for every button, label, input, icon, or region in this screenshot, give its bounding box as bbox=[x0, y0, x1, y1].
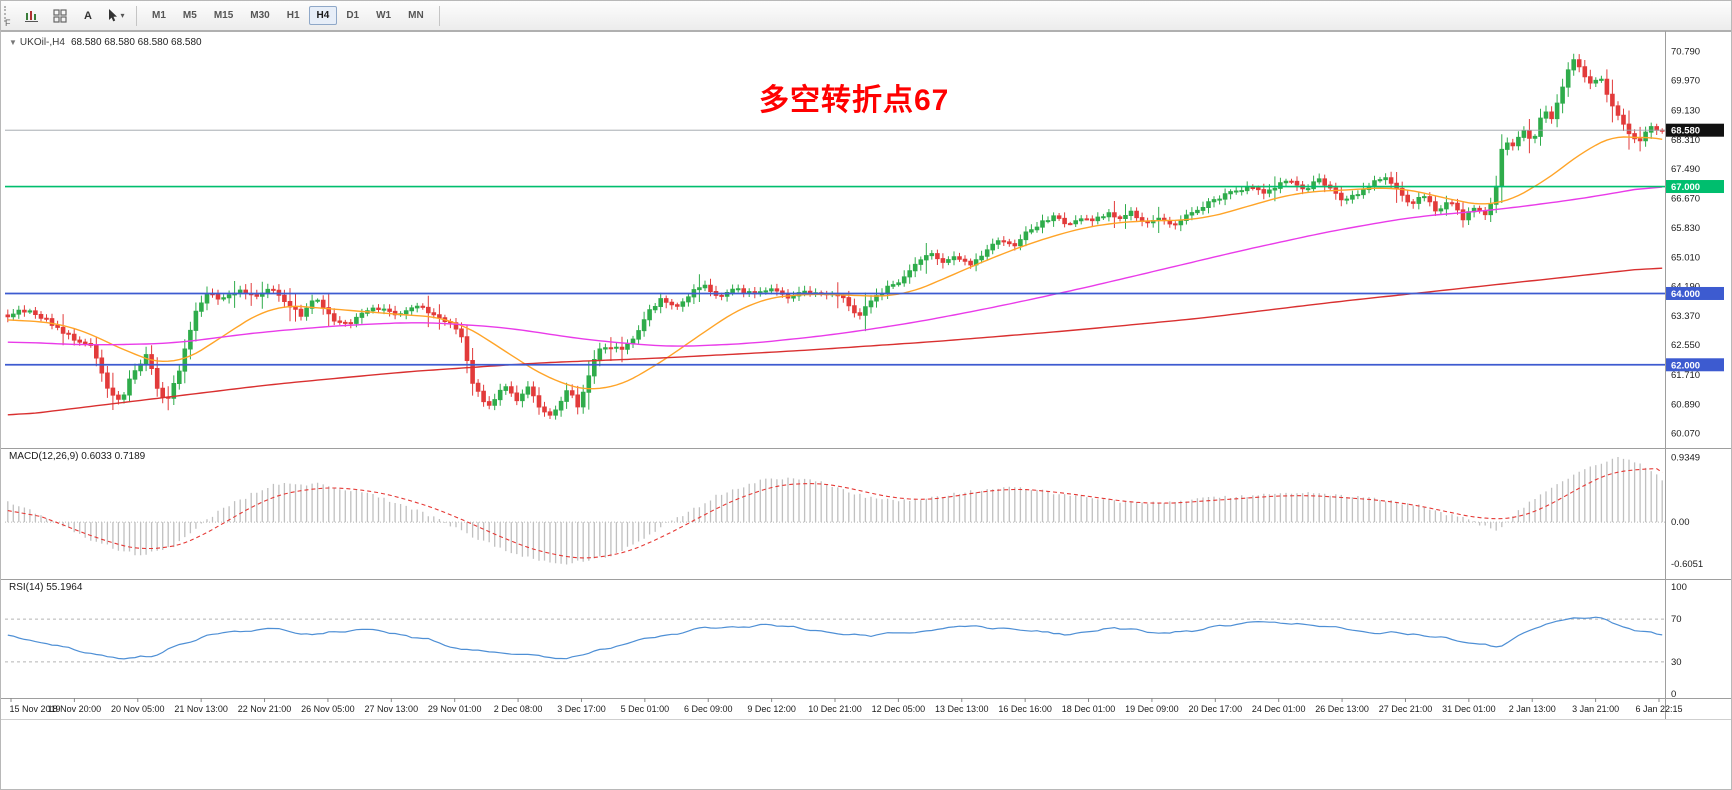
time-tick-label: 5 Dec 01:00 bbox=[621, 704, 670, 714]
symbol-header: ▼ UKOil-,H4 68.580 68.580 68.580 68.580 bbox=[9, 37, 202, 48]
time-tick-label: 20 Nov 05:00 bbox=[111, 704, 165, 714]
price-tick-label: 60.890 bbox=[1671, 399, 1700, 410]
time-tick-label: 12 Dec 05:00 bbox=[872, 704, 926, 714]
toolbar-separator bbox=[136, 5, 137, 26]
chart-annotation-text: 多空转折点67 bbox=[759, 84, 950, 117]
time-tick-label: 2 Jan 13:00 bbox=[1509, 704, 1556, 714]
timeframe-group: M1 M5 M15 M30 H1 H4 D1 W1 MN bbox=[144, 6, 432, 25]
cursor-tool-button[interactable]: ▾ bbox=[103, 4, 129, 28]
macd-panel-title: MACD(12,26,9) 0.6033 0.7189 bbox=[9, 451, 146, 462]
price-tick-label: 65.010 bbox=[1671, 252, 1700, 263]
time-tick-label: 13 Dec 13:00 bbox=[935, 704, 989, 714]
fast-ma-line[interactable] bbox=[7, 136, 1663, 390]
timeframe-button-mn[interactable]: MN bbox=[408, 10, 424, 21]
symbol-quotes: 68.580 68.580 68.580 68.580 bbox=[70, 37, 202, 48]
time-tick-label: 22 Nov 21:00 bbox=[238, 704, 292, 714]
time-tick-label: 18 Dec 01:00 bbox=[1062, 704, 1116, 714]
timeframe-button-m30[interactable]: M30 bbox=[250, 10, 270, 21]
macd-axis-label: -0.6051 bbox=[1671, 559, 1703, 570]
price-badge bbox=[1666, 286, 1724, 300]
time-tick-label: 9 Dec 12:00 bbox=[747, 704, 796, 714]
text-tool-label: A bbox=[84, 9, 92, 22]
toolbar-separator bbox=[438, 5, 440, 26]
price-badge bbox=[1666, 180, 1724, 194]
time-tick-label: 18 Nov 20:00 bbox=[48, 704, 102, 714]
rsi-axis-label: 30 bbox=[1671, 657, 1682, 668]
time-tick-label: 29 Nov 01:00 bbox=[428, 704, 482, 714]
time-tick-label: 10 Dec 21:00 bbox=[808, 704, 862, 714]
collapse-icon[interactable]: ▼ bbox=[9, 38, 17, 47]
time-tick-label: 15 Nov 2019 bbox=[9, 704, 60, 714]
macd-axis-label: 0.9349 bbox=[1671, 452, 1700, 463]
rsi-axis-label: 100 bbox=[1671, 582, 1687, 593]
price-tick-label: 62.550 bbox=[1671, 340, 1700, 351]
time-tick-label: 16 Dec 16:00 bbox=[998, 704, 1052, 714]
price-tick-label: 68.310 bbox=[1671, 135, 1700, 146]
price-tick-label: 67.490 bbox=[1671, 164, 1700, 175]
price-tick-label: 69.970 bbox=[1671, 76, 1700, 87]
timeframe-button-m5[interactable]: M5 bbox=[182, 10, 197, 21]
price-tick-label: 65.830 bbox=[1671, 223, 1700, 234]
timeframe-button-w1[interactable]: W1 bbox=[376, 10, 392, 21]
timeframe-button-m15[interactable]: M15 bbox=[213, 10, 234, 21]
price-badge-label: 62.000 bbox=[1671, 360, 1700, 371]
rsi-line[interactable] bbox=[7, 616, 1663, 660]
timeframe-button-h1[interactable]: H1 bbox=[286, 10, 300, 21]
time-tick-label: 26 Dec 13:00 bbox=[1315, 704, 1369, 714]
toolbar-grip[interactable] bbox=[4, 6, 10, 22]
chart-window-button[interactable] bbox=[19, 4, 45, 28]
price-tick-label: 60.070 bbox=[1671, 429, 1700, 440]
slow-ma-line[interactable] bbox=[7, 267, 1663, 416]
macd-axis-label: 0.00 bbox=[1671, 517, 1690, 528]
time-tick-label: 27 Dec 21:00 bbox=[1379, 704, 1433, 714]
time-tick-label: 3 Dec 17:00 bbox=[557, 704, 606, 714]
rsi-axis-label: 70 bbox=[1671, 614, 1682, 625]
macd-signal-line[interactable] bbox=[7, 468, 1663, 559]
price-tick-label: 61.710 bbox=[1671, 370, 1700, 381]
time-tick-label: 3 Jan 21:00 bbox=[1572, 704, 1619, 714]
time-tick-label: 6 Dec 09:00 bbox=[684, 704, 733, 714]
timeframe-button-h4[interactable]: H4 bbox=[308, 6, 338, 25]
timeframe-button-d1[interactable]: D1 bbox=[346, 10, 360, 21]
tile-windows-button[interactable] bbox=[47, 4, 73, 28]
toolbar-grip-label: F bbox=[5, 18, 11, 28]
symbol-name: UKOil-,H4 bbox=[19, 37, 65, 48]
price-tick-label: 66.670 bbox=[1671, 193, 1700, 204]
price-badge-label: 67.000 bbox=[1671, 182, 1700, 193]
price-badge-label: 68.580 bbox=[1671, 126, 1700, 137]
price-tick-label: 69.130 bbox=[1671, 106, 1700, 117]
medium-ma-line[interactable] bbox=[7, 186, 1663, 347]
timeframe-button-m1[interactable]: M1 bbox=[152, 10, 166, 21]
time-tick-label: 6 Jan 22:15 bbox=[1635, 704, 1682, 714]
price-badge bbox=[1666, 358, 1724, 372]
cursor-icon bbox=[109, 9, 118, 22]
chevron-down-icon: ▾ bbox=[120, 11, 125, 20]
rsi-panel-title: RSI(14) 55.1964 bbox=[9, 582, 83, 593]
time-tick-label: 24 Dec 01:00 bbox=[1252, 704, 1306, 714]
time-tick-label: 31 Dec 01:00 bbox=[1442, 704, 1496, 714]
price-tick-label: 63.370 bbox=[1671, 311, 1700, 322]
time-tick-label: 20 Dec 17:00 bbox=[1189, 704, 1243, 714]
time-tick-label: 27 Nov 13:00 bbox=[365, 704, 419, 714]
time-tick-label: 19 Dec 09:00 bbox=[1125, 704, 1179, 714]
rsi-axis-label: 0 bbox=[1671, 689, 1676, 700]
time-tick-label: 21 Nov 13:00 bbox=[174, 704, 228, 714]
text-tool-button[interactable]: A bbox=[75, 4, 101, 28]
time-tick-label: 26 Nov 05:00 bbox=[301, 704, 355, 714]
time-tick-label: 2 Dec 08:00 bbox=[494, 704, 543, 714]
price-tick-label: 70.790 bbox=[1671, 46, 1700, 57]
macd-histogram bbox=[7, 457, 1663, 565]
chart-icon bbox=[25, 10, 38, 22]
tile-windows-icon bbox=[53, 8, 67, 23]
price-badge-label: 64.000 bbox=[1671, 289, 1700, 300]
price-badge bbox=[1666, 123, 1724, 137]
toolbar: F A ▾ M1 M5 M bbox=[1, 1, 1731, 31]
